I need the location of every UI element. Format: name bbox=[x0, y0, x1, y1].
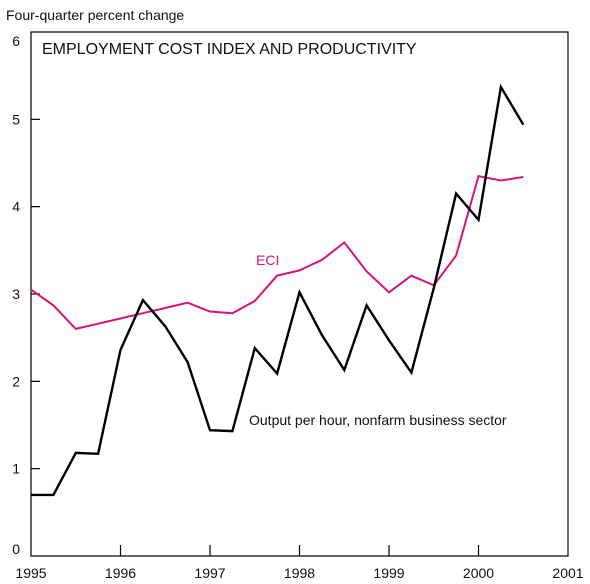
y-tick-label: 3 bbox=[12, 286, 20, 302]
x-tick-label: 1996 bbox=[105, 565, 136, 581]
x-tick-label: 1999 bbox=[373, 565, 404, 581]
eci-label: ECI bbox=[256, 252, 279, 268]
x-axis: 1995 1996 1997 1998 1999 2000 2001 bbox=[15, 545, 584, 581]
x-tick-label: 1997 bbox=[194, 565, 225, 581]
x-tick-label: 2000 bbox=[463, 565, 494, 581]
chart-title: EMPLOYMENT COST INDEX AND PRODUCTIVITY bbox=[42, 41, 417, 58]
y-tick-label: 0 bbox=[12, 541, 20, 557]
y-axis: 0 1 2 3 4 5 6 bbox=[12, 33, 40, 557]
series-layer bbox=[30, 83, 525, 497]
x-tick-label: 1995 bbox=[15, 565, 46, 581]
y-axis-title: Four-quarter percent change bbox=[6, 7, 184, 23]
eci-line bbox=[30, 174, 524, 331]
y-tick-label: 2 bbox=[12, 373, 20, 389]
y-tick-label: 4 bbox=[12, 199, 20, 215]
y-tick-label: 5 bbox=[12, 111, 20, 127]
productivity-label: Output per hour, nonfarm business sector bbox=[249, 412, 507, 428]
x-tick-label: 1998 bbox=[284, 565, 315, 581]
productivity-line bbox=[31, 83, 525, 497]
y-tick-label: 1 bbox=[12, 461, 20, 477]
y-tick-label: 6 bbox=[12, 33, 20, 49]
x-tick-label: 2001 bbox=[552, 565, 583, 581]
